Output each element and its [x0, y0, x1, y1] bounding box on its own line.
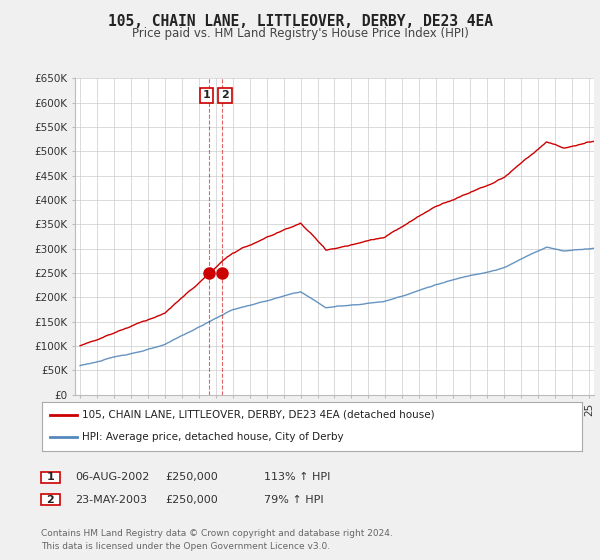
Text: 23-MAY-2003: 23-MAY-2003 [75, 494, 147, 505]
Text: 105, CHAIN LANE, LITTLEOVER, DERBY, DE23 4EA: 105, CHAIN LANE, LITTLEOVER, DERBY, DE23… [107, 14, 493, 29]
Text: 1: 1 [47, 472, 54, 482]
Text: 105, CHAIN LANE, LITTLEOVER, DERBY, DE23 4EA (detached house): 105, CHAIN LANE, LITTLEOVER, DERBY, DE23… [83, 410, 435, 420]
Text: Price paid vs. HM Land Registry's House Price Index (HPI): Price paid vs. HM Land Registry's House … [131, 27, 469, 40]
Text: This data is licensed under the Open Government Licence v3.0.: This data is licensed under the Open Gov… [41, 542, 330, 550]
Text: 2: 2 [221, 90, 229, 100]
Text: £250,000: £250,000 [165, 472, 218, 482]
Text: £250,000: £250,000 [165, 494, 218, 505]
Text: 79% ↑ HPI: 79% ↑ HPI [264, 494, 323, 505]
Text: 2: 2 [47, 494, 54, 505]
Text: 113% ↑ HPI: 113% ↑ HPI [264, 472, 331, 482]
Text: 06-AUG-2002: 06-AUG-2002 [75, 472, 149, 482]
Text: HPI: Average price, detached house, City of Derby: HPI: Average price, detached house, City… [83, 432, 344, 442]
Text: Contains HM Land Registry data © Crown copyright and database right 2024.: Contains HM Land Registry data © Crown c… [41, 529, 392, 538]
Text: 1: 1 [202, 90, 210, 100]
